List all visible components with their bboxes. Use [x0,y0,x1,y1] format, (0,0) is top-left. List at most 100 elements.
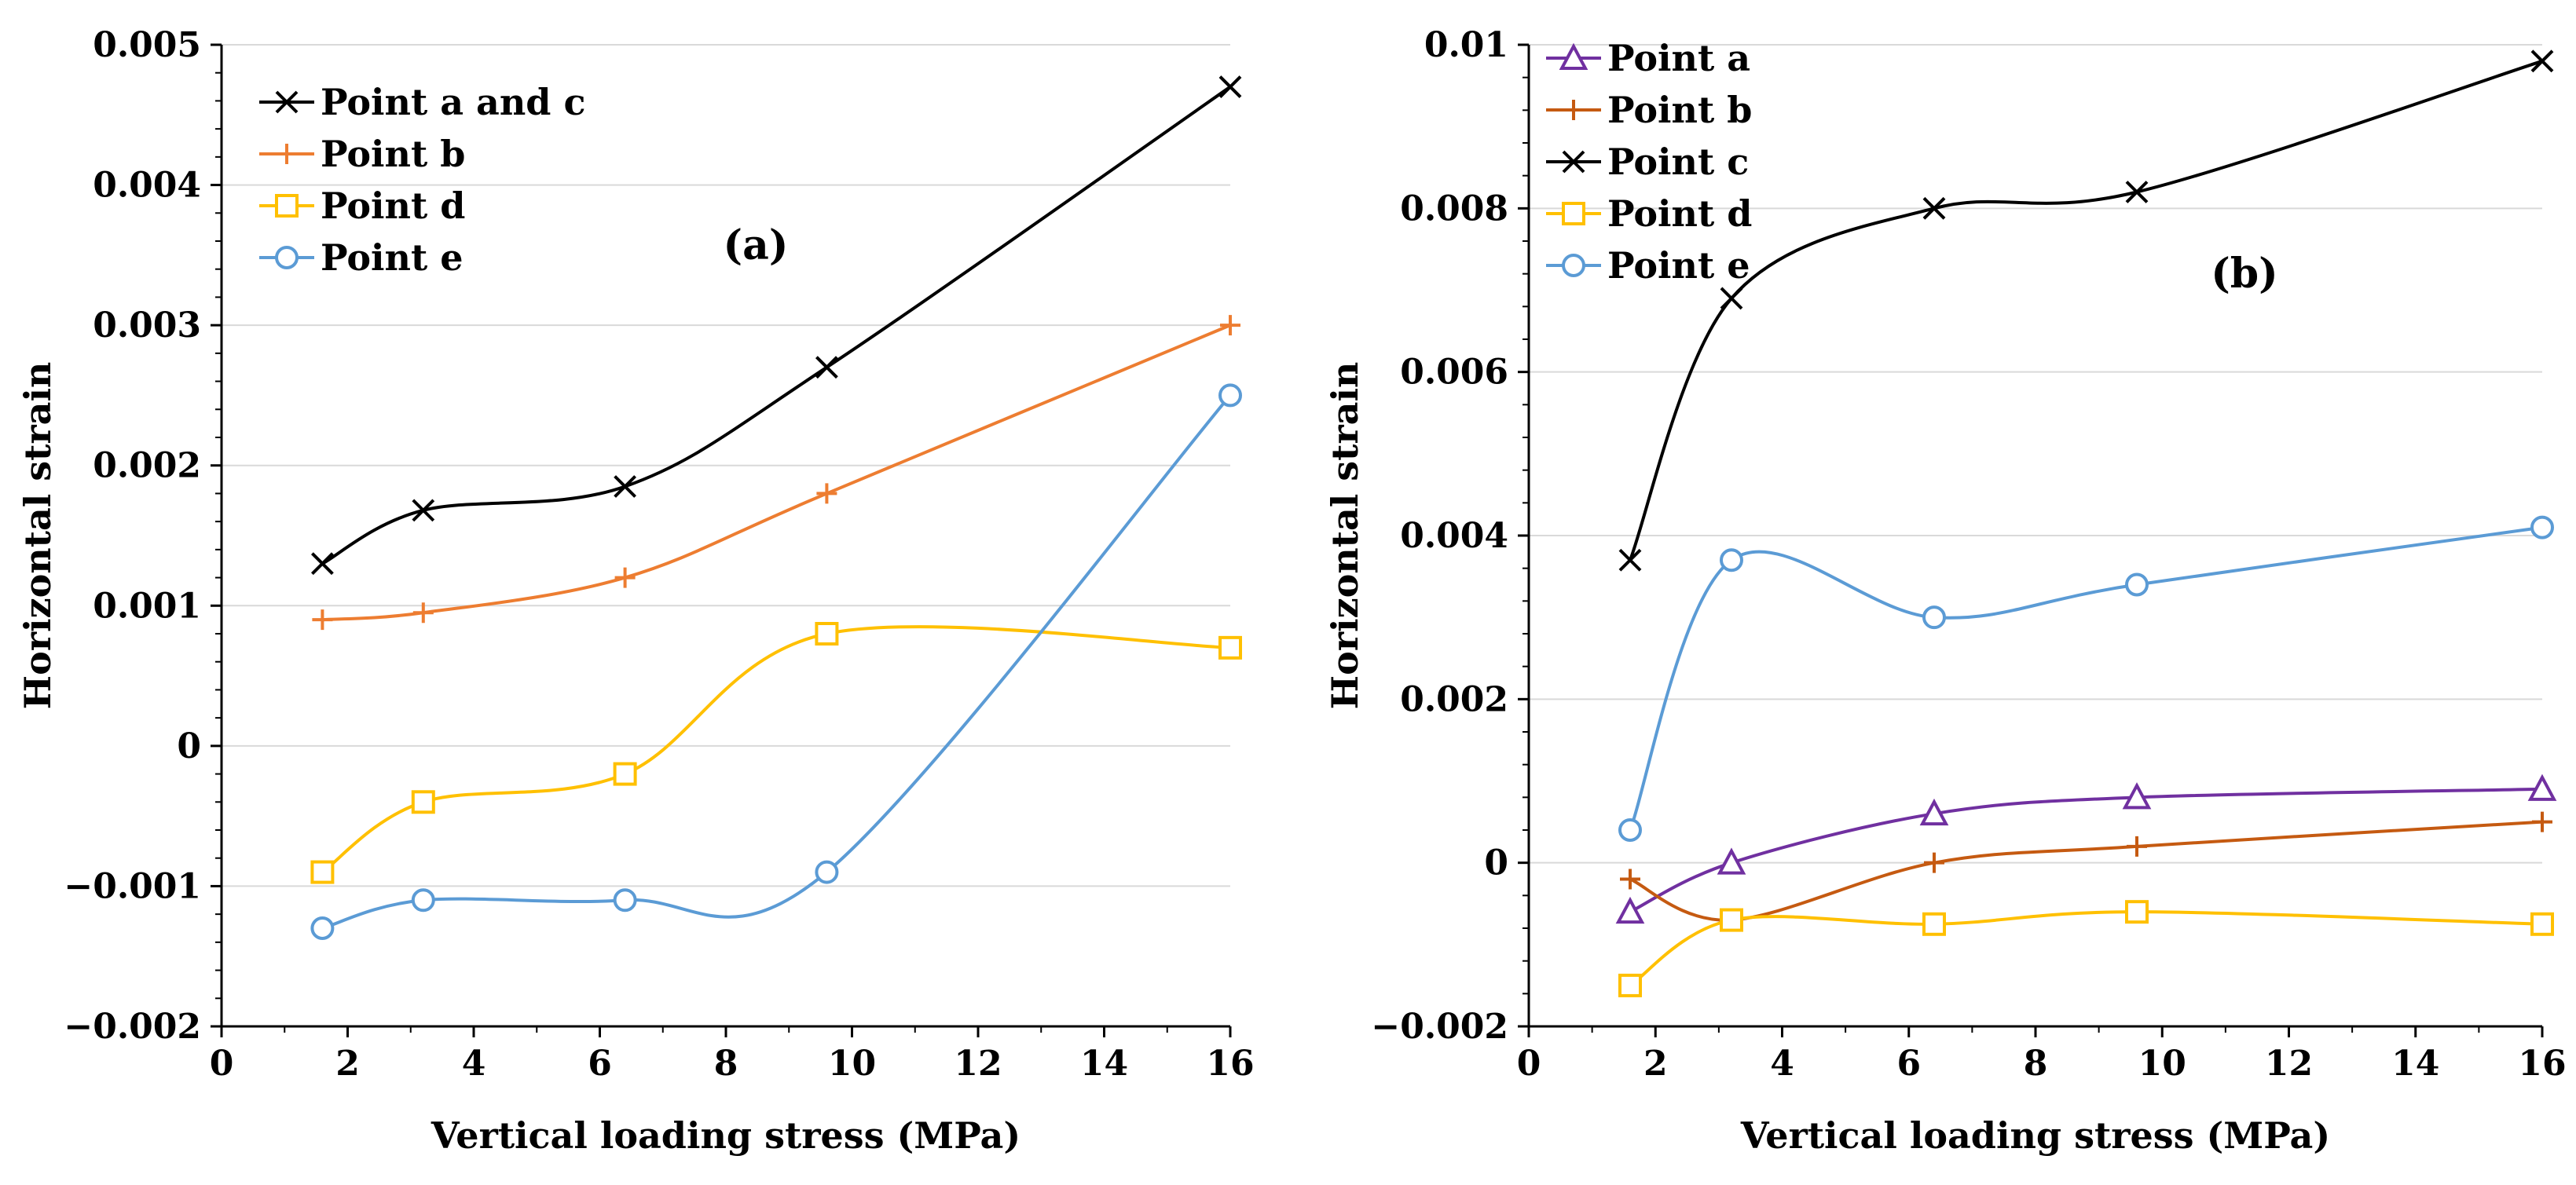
series-line [1629,820,2543,922]
y-tick-label: 0.001 [93,586,201,626]
data-point-marker [613,762,637,786]
data-point-marker [412,602,434,624]
data-point-marker [411,888,435,913]
legend-item: Point b [1546,89,1752,131]
legend-swatch-marker [1562,202,1585,225]
data-point-marker [1620,869,1640,890]
data-point-marker [1922,196,1946,220]
y-tick-label: 0.004 [93,166,201,206]
series-point-a [1615,774,2557,924]
data-point-marker [815,356,838,379]
legend-item: Point d [259,185,465,227]
x-tick-label: 12 [954,1044,1002,1084]
series-point-d [310,622,1242,884]
legend-item: Point d [1546,192,1752,235]
legend-swatch-marker [275,90,299,114]
data-point-marker [1720,548,1743,572]
series-point-c [1618,49,2554,572]
y-tick-label: 0.006 [1400,353,1508,393]
x-tick-label: 4 [1770,1044,1794,1084]
data-point-marker [613,888,637,913]
x-tick-label: 16 [2518,1044,2566,1084]
data-point-marker [1615,896,1645,924]
data-point-marker [2122,782,2152,810]
data-point-marker [1924,852,1944,873]
legend-label: Point b [321,133,465,175]
data-point-marker [2530,912,2554,936]
legend-swatch-marker [275,246,299,269]
series-line [1629,910,2543,987]
data-point-marker [2125,181,2149,203]
series-line [321,625,1231,874]
x-tick-label: 4 [462,1044,486,1084]
y-tick-label: −0.002 [1371,1007,1508,1047]
series-line [1629,59,2543,561]
legend-item: Point b [259,133,465,175]
data-point-marker [2532,811,2552,832]
x-tick-label: 10 [828,1044,876,1084]
legend-label: Point d [1607,192,1752,235]
series-line [1629,787,2543,913]
data-point-marker [412,499,435,522]
data-point-marker [310,552,334,576]
data-point-marker [310,916,335,940]
x-tick-label: 0 [1517,1044,1541,1084]
data-point-marker [312,609,333,631]
chart-panel-a: −0.002 −0.001 0 0.001 0.002 0.003 0.004 0.005 0 2… [16,25,1255,1157]
legend-swatch-marker [277,144,297,164]
y-tick-label: 0.008 [1400,188,1508,229]
x-tick-label: 0 [210,1044,234,1084]
legend-label: Point e [321,236,463,279]
series-point-b [312,315,1240,631]
series-point-e [1618,515,2554,842]
data-point-marker [1220,315,1240,336]
data-point-marker [2125,900,2149,924]
x-tick-label: 2 [335,1044,360,1084]
panel-label: (b) [2211,250,2278,298]
data-point-marker [1720,908,1743,932]
legend: Point a and c Point b Point d Point e [259,81,585,279]
y-tick-label: 0.004 [1400,516,1508,556]
y-tick-label: 0.003 [93,305,201,346]
y-tick-label: 0 [177,726,201,766]
legend-swatch-marker [1562,150,1585,174]
legend-label: Point a [1607,37,1750,79]
y-tick-label: −0.002 [64,1007,201,1047]
data-point-marker [1717,847,1746,875]
panel-label: (a) [724,221,789,269]
data-point-marker [815,622,839,646]
x-axis-title: Vertical loading stress (MPa) [1740,1114,2330,1157]
data-point-marker [1720,287,1743,310]
data-point-marker [1218,75,1242,98]
data-point-marker [1922,912,1946,936]
legend-label: Point e [1607,244,1750,287]
data-point-marker [411,790,435,814]
x-tick-label: 14 [2391,1044,2439,1084]
legend-item: Point a [1546,37,1750,79]
legend-swatch-marker [1563,100,1584,120]
legend: Point a Point b Point c Point d Point e [1546,37,1752,287]
data-point-marker [1618,818,1642,842]
data-point-marker [2530,515,2554,539]
x-tick-label: 14 [1080,1044,1128,1084]
x-tick-label: 8 [714,1044,738,1084]
data-point-marker [2527,774,2557,801]
y-tick-label: 0.01 [1424,25,1508,65]
data-point-marker [816,483,837,504]
y-tick-label: 0 [1484,843,1508,883]
data-point-marker [2125,572,2149,597]
legend-swatch-marker [1559,42,1588,70]
y-axis-title: Horizontal strain [16,362,59,710]
data-point-marker [1919,798,1949,826]
data-point-marker [614,475,637,498]
x-axis-title: Vertical loading stress (MPa) [431,1114,1021,1157]
x-tick-label: 6 [1896,1044,1921,1084]
legend-label: Point b [1607,89,1752,131]
data-point-marker [815,860,839,884]
data-point-marker [1922,605,1946,630]
data-point-marker [2530,49,2554,73]
series-line [321,394,1232,930]
